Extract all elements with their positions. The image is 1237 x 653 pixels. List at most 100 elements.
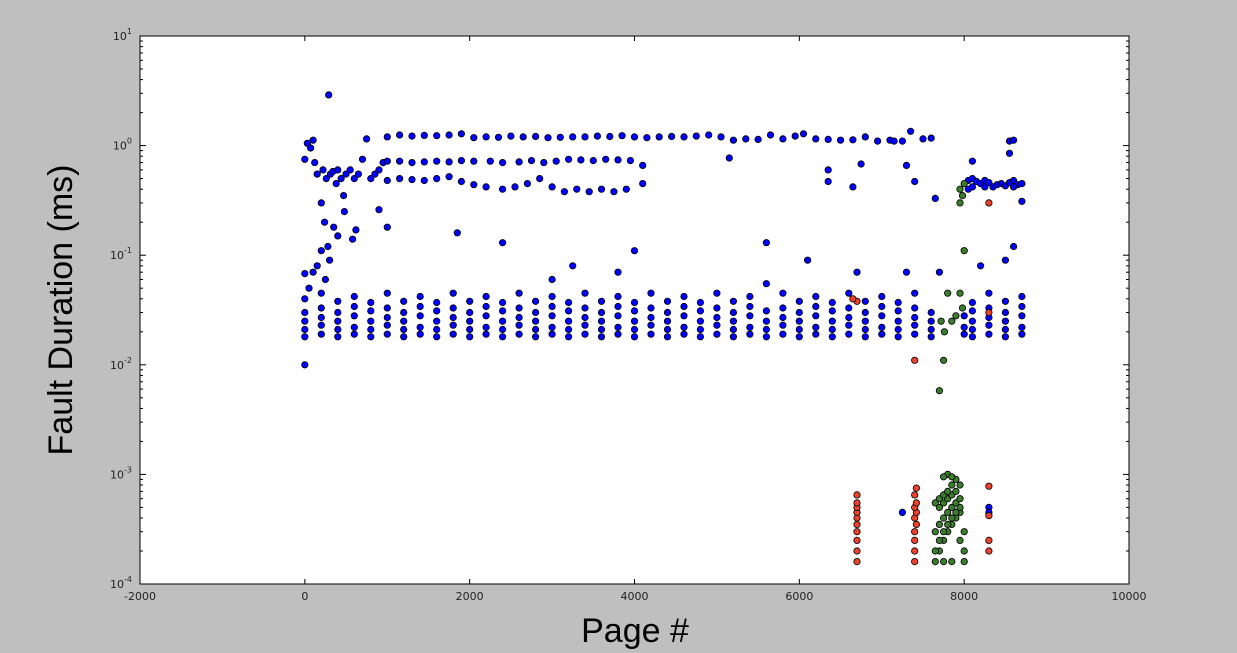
data-point	[453, 229, 461, 237]
data-point	[663, 317, 672, 325]
data-point	[878, 312, 886, 320]
data-point	[956, 495, 964, 503]
x-tick-label: 6000	[785, 590, 813, 603]
data-point	[433, 298, 441, 307]
data-point	[519, 133, 527, 141]
data-point	[853, 547, 861, 555]
data-point	[606, 132, 614, 141]
data-point	[306, 144, 315, 152]
data-point	[845, 321, 853, 329]
data-point	[564, 333, 573, 341]
data-point	[692, 132, 700, 140]
data-point	[861, 317, 869, 325]
data-point	[939, 499, 948, 507]
data-point	[630, 325, 639, 334]
data-point	[803, 256, 812, 264]
x-tick-label: -2000	[124, 590, 156, 603]
data-point	[931, 194, 939, 202]
data-point	[433, 307, 441, 315]
data-point	[498, 325, 507, 334]
data-point	[845, 330, 853, 338]
data-point	[614, 156, 622, 164]
data-point	[630, 307, 639, 315]
data-point	[466, 297, 474, 305]
data-point	[680, 330, 688, 338]
data-point	[395, 131, 404, 139]
data-point	[939, 514, 948, 522]
data-point	[350, 312, 358, 320]
data-point	[861, 308, 869, 317]
data-point	[334, 166, 342, 174]
data-point	[350, 323, 358, 331]
data-point	[705, 131, 713, 139]
data-point	[1018, 302, 1026, 311]
data-point	[944, 487, 952, 495]
data-point	[911, 289, 919, 297]
data-point	[812, 323, 820, 331]
data-point	[515, 330, 523, 338]
data-point	[354, 170, 362, 178]
data-point	[911, 528, 919, 536]
data-point	[350, 175, 358, 183]
data-point	[433, 157, 441, 165]
data-point	[762, 280, 771, 288]
data-point	[985, 289, 993, 297]
data-point	[960, 312, 968, 320]
data-point	[618, 132, 626, 140]
data-point	[878, 330, 886, 338]
data-point	[824, 135, 832, 143]
data-point	[861, 325, 869, 334]
data-point	[630, 298, 639, 307]
data-point	[350, 330, 358, 338]
data-point	[400, 308, 408, 317]
data-point	[985, 482, 993, 490]
data-point	[1009, 242, 1018, 251]
data-point	[482, 292, 490, 301]
data-point	[548, 183, 556, 191]
series-1	[849, 199, 993, 566]
y-tick-base: 10	[110, 359, 124, 372]
data-point	[482, 302, 490, 311]
data-point	[663, 325, 672, 334]
data-point	[362, 135, 371, 143]
data-point	[416, 323, 424, 331]
data-point	[1018, 180, 1026, 188]
data-point	[614, 292, 622, 301]
data-point	[548, 330, 556, 338]
data-point	[960, 247, 968, 255]
data-point	[696, 325, 705, 334]
data-point	[849, 295, 857, 303]
data-point	[552, 157, 560, 165]
data-point	[482, 330, 490, 338]
data-point	[713, 289, 721, 297]
data-point	[981, 183, 989, 191]
data-point	[400, 325, 408, 334]
data-point	[301, 317, 309, 325]
data-point	[812, 292, 820, 301]
data-point	[531, 308, 540, 317]
data-point	[956, 503, 964, 511]
data-point	[824, 177, 832, 186]
data-point	[367, 325, 375, 334]
data-point	[400, 297, 408, 305]
data-point	[531, 297, 540, 305]
data-point	[515, 313, 523, 322]
data-point	[853, 268, 861, 276]
y-tick-label: 10-2	[110, 356, 132, 372]
data-point	[906, 127, 915, 135]
data-point	[663, 297, 672, 305]
data-point	[334, 333, 342, 341]
data-point	[911, 304, 919, 312]
y-tick-label: 100	[113, 137, 132, 153]
y-tick-exponent: -2	[124, 356, 132, 365]
data-point	[667, 132, 676, 141]
data-point	[952, 499, 960, 507]
data-point	[1009, 183, 1018, 191]
data-point	[927, 317, 935, 325]
data-point	[985, 512, 993, 520]
data-point	[449, 330, 457, 338]
data-point	[540, 159, 548, 167]
data-point	[614, 323, 622, 331]
data-point	[622, 185, 630, 193]
data-point	[729, 136, 738, 144]
